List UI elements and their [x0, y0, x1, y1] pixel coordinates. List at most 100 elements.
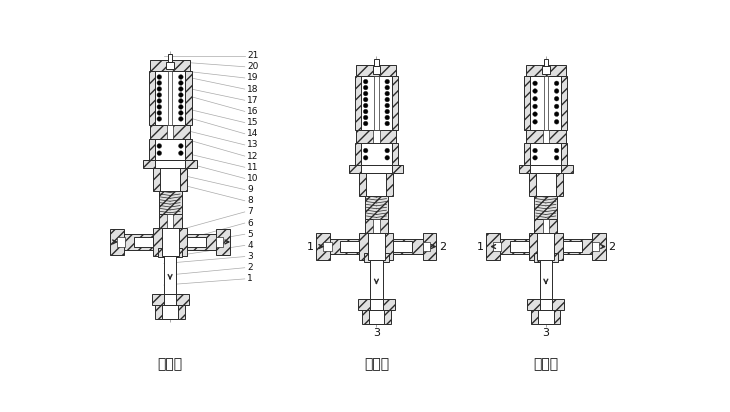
Bar	[373, 219, 380, 233]
Text: 7: 7	[247, 207, 253, 216]
Text: 1: 1	[307, 241, 314, 252]
Text: 18: 18	[247, 84, 258, 94]
Text: 15: 15	[247, 118, 258, 127]
Bar	[153, 228, 187, 256]
Bar	[356, 65, 396, 76]
Bar	[323, 242, 331, 251]
Bar	[392, 76, 398, 129]
Bar	[544, 76, 548, 129]
Text: 6: 6	[247, 219, 253, 227]
Bar	[526, 129, 566, 143]
Circle shape	[554, 89, 559, 94]
Bar	[350, 165, 404, 173]
Bar	[150, 125, 190, 139]
Bar	[366, 173, 386, 196]
Text: 3: 3	[373, 328, 380, 338]
Bar	[155, 160, 185, 168]
Bar	[539, 260, 552, 299]
Circle shape	[157, 110, 161, 115]
Bar	[158, 191, 182, 214]
Bar	[150, 60, 190, 71]
Bar	[162, 305, 178, 319]
Bar	[510, 241, 529, 252]
Bar	[531, 310, 561, 323]
Bar	[563, 241, 582, 252]
Bar	[356, 129, 396, 143]
Bar	[187, 236, 206, 247]
Bar	[534, 253, 558, 262]
Bar	[536, 173, 556, 196]
Bar	[529, 233, 563, 260]
Bar	[158, 248, 182, 258]
Bar	[374, 59, 379, 66]
Bar	[393, 241, 412, 252]
Bar	[330, 239, 359, 254]
Circle shape	[385, 115, 390, 120]
Circle shape	[179, 81, 183, 85]
Text: 14: 14	[247, 129, 258, 138]
Text: 13: 13	[247, 140, 258, 150]
Circle shape	[385, 103, 390, 108]
Bar	[361, 76, 392, 129]
Bar	[531, 143, 561, 165]
Circle shape	[385, 97, 390, 102]
Text: 19: 19	[247, 73, 258, 82]
Bar	[561, 76, 567, 129]
Circle shape	[554, 96, 559, 101]
Circle shape	[364, 91, 368, 96]
Circle shape	[179, 75, 183, 79]
Bar	[164, 294, 176, 305]
Bar	[168, 71, 172, 125]
Bar	[340, 241, 359, 252]
Circle shape	[385, 79, 390, 84]
Text: 10: 10	[247, 174, 258, 183]
Bar	[534, 219, 558, 233]
Text: 2: 2	[247, 263, 253, 272]
Bar	[316, 234, 330, 260]
Circle shape	[554, 112, 559, 117]
Bar	[524, 76, 531, 129]
Circle shape	[533, 155, 537, 160]
Bar	[167, 214, 173, 228]
Circle shape	[179, 151, 183, 155]
Bar	[527, 299, 564, 310]
Bar	[355, 143, 361, 165]
Circle shape	[157, 144, 161, 148]
Bar	[124, 234, 153, 250]
Bar	[152, 294, 188, 305]
Text: 常闭型: 常闭型	[158, 358, 182, 372]
Circle shape	[533, 81, 537, 86]
Bar	[372, 66, 380, 74]
Text: 2: 2	[439, 241, 446, 252]
Bar	[493, 242, 502, 251]
Circle shape	[157, 117, 161, 121]
Circle shape	[157, 81, 161, 85]
Text: 16: 16	[247, 107, 258, 116]
Bar	[542, 66, 550, 74]
Text: 21: 21	[247, 51, 258, 60]
Circle shape	[554, 104, 559, 109]
Bar	[370, 299, 383, 310]
Circle shape	[385, 85, 390, 90]
Text: 常开型: 常开型	[364, 358, 389, 372]
Circle shape	[554, 119, 559, 124]
Circle shape	[385, 91, 390, 96]
Bar	[365, 196, 388, 219]
Bar	[538, 310, 553, 323]
Circle shape	[157, 151, 161, 155]
Circle shape	[157, 93, 161, 97]
Circle shape	[385, 155, 390, 160]
Text: 5: 5	[247, 230, 253, 239]
Bar	[499, 239, 529, 254]
Circle shape	[179, 93, 183, 97]
Bar	[155, 305, 185, 319]
Bar	[216, 229, 230, 255]
Bar	[370, 260, 383, 299]
Bar	[563, 239, 592, 254]
Circle shape	[533, 96, 537, 101]
Bar	[117, 237, 126, 246]
Circle shape	[385, 148, 390, 153]
Bar	[161, 228, 179, 256]
Bar	[110, 229, 124, 255]
Text: 2: 2	[608, 241, 615, 252]
